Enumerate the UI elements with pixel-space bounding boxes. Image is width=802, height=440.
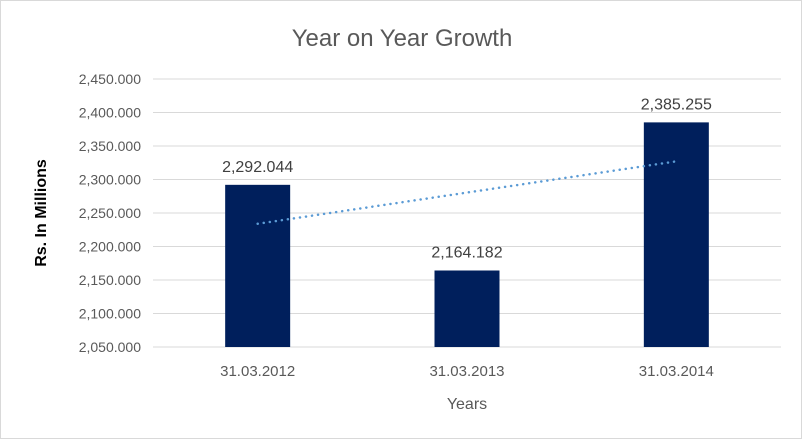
y-tick-label: 2,200.000	[79, 239, 141, 255]
bar	[643, 122, 709, 347]
y-tick-label: 2,300.000	[79, 172, 141, 188]
y-tick-label: 2,400.000	[79, 105, 141, 121]
x-tick-label: 31.03.2014	[639, 363, 714, 380]
x-axis-label: Years	[447, 396, 487, 413]
y-tick-label: 2,250.000	[79, 205, 141, 221]
x-tick-label: 31.03.2013	[429, 363, 504, 380]
y-tick-label: 2,350.000	[79, 138, 141, 154]
chart-title: Year on Year Growth	[292, 25, 513, 52]
bar	[225, 184, 291, 347]
y-axis-label: Rs. In Millions	[33, 159, 50, 267]
data-label: 2,292.044	[222, 159, 293, 176]
trendline	[256, 160, 678, 226]
bar	[434, 270, 500, 347]
data-label: 2,385.255	[641, 96, 712, 113]
y-tick-label: 2,150.000	[79, 272, 141, 288]
data-label: 2,164.182	[431, 244, 502, 261]
y-tick-label: 2,450.000	[79, 71, 141, 87]
y-tick-label: 2,100.000	[79, 306, 141, 322]
y-tick-label: 2,050.000	[79, 339, 141, 355]
x-tick-label: 31.03.2012	[220, 363, 295, 380]
